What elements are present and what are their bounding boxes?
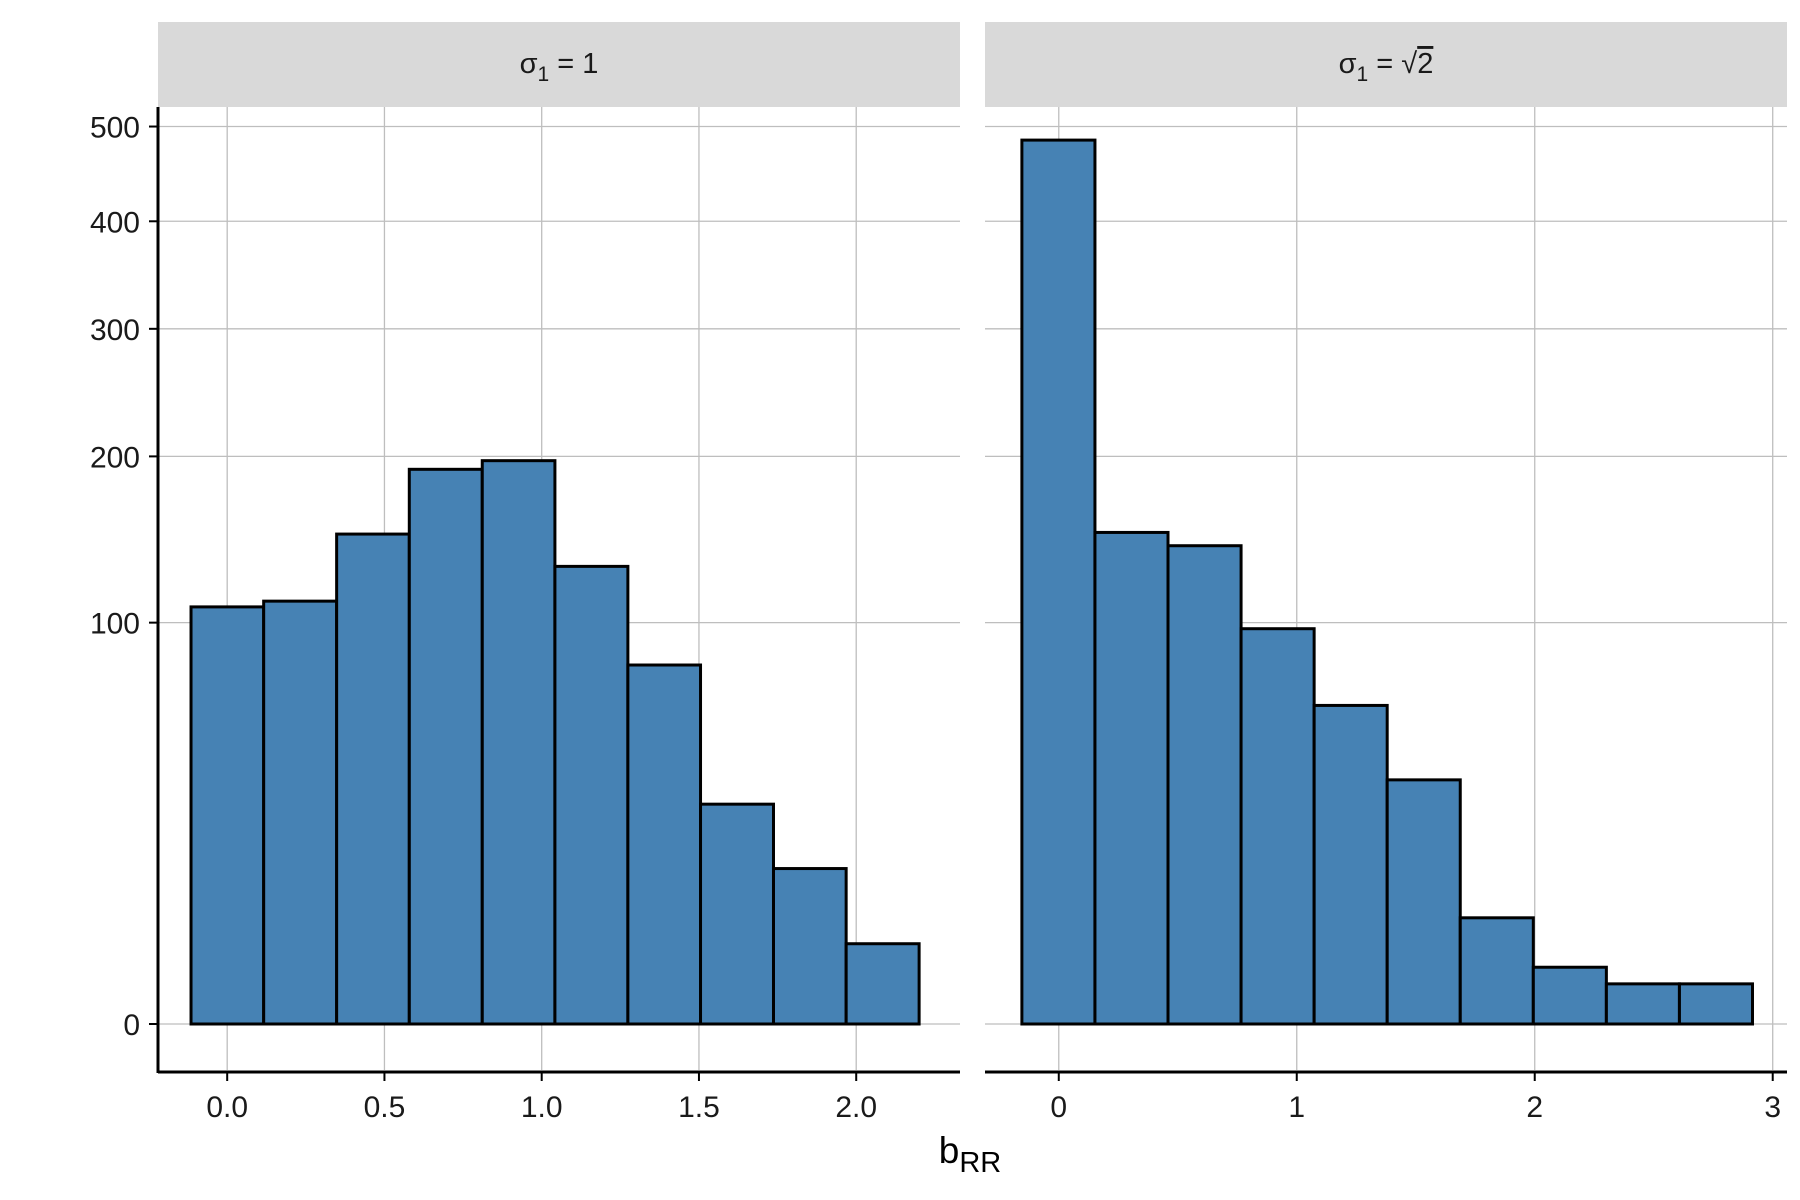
- histogram-bar: [1531, 965, 1608, 1026]
- x-tick-label: 1.5: [678, 1091, 720, 1124]
- x-tick-label: 2.0: [835, 1091, 877, 1124]
- x-tick-label: 0: [1050, 1091, 1067, 1124]
- y-tick-label: 200: [90, 441, 140, 474]
- facet-panels: σ1 = 10.0 0.5 1.0 1.5 2.00100200300400500σ1 …: [90, 22, 1787, 1124]
- y-tick-label: 500: [90, 112, 140, 145]
- histogram-bar: [844, 942, 921, 1026]
- histogram-bar: [1312, 703, 1389, 1026]
- histogram-bar: [699, 802, 775, 1026]
- x-tick-label: 1: [1288, 1091, 1305, 1124]
- facet-strip-label: σ1 = 1: [520, 48, 599, 86]
- x-tick-label: 0.5: [364, 1091, 406, 1124]
- histogram-bar: [771, 867, 848, 1026]
- y-tick-label: 0: [123, 1009, 140, 1042]
- histogram-bar: [626, 663, 703, 1026]
- x-tick-label: 3: [1764, 1091, 1781, 1124]
- x-tick-label: 1.0: [521, 1091, 563, 1124]
- histogram-bar: [189, 605, 266, 1026]
- facet-strip-label: σ1 = √2: [1339, 48, 1434, 86]
- histogram-bar: [407, 467, 484, 1026]
- facet-panel-1: σ1 = 1 0.0 0.5 1.0 1.5 2.0 0 100 200 300 400 500: [90, 22, 960, 1124]
- histogram-bar: [553, 564, 630, 1026]
- y-tick-label: 400: [90, 206, 140, 239]
- histogram-bar: [1385, 778, 1462, 1026]
- x-tick-label: 0.0: [206, 1091, 248, 1124]
- facet-strip-background: [158, 22, 960, 107]
- facet-panel-2: σ1 = √2 0 1 2 3: [985, 22, 1787, 1124]
- histogram-bar: [1604, 982, 1681, 1026]
- facet-strip-background: [985, 22, 1787, 107]
- histogram-bar: [262, 599, 339, 1026]
- histogram-bar: [1458, 916, 1535, 1026]
- histogram-bar: [1093, 530, 1170, 1026]
- histogram-bar: [1166, 544, 1243, 1026]
- y-tick-label: 100: [90, 608, 140, 641]
- histogram-bar: [335, 532, 411, 1026]
- x-axis-title: bRR: [939, 1130, 1001, 1179]
- histogram-bar: [1020, 138, 1097, 1026]
- histogram-bar: [480, 459, 557, 1026]
- histogram-bar: [1239, 627, 1316, 1026]
- x-tick-label: 2: [1526, 1091, 1543, 1124]
- histogram-bar: [1677, 982, 1754, 1026]
- y-tick-label: 300: [90, 314, 140, 347]
